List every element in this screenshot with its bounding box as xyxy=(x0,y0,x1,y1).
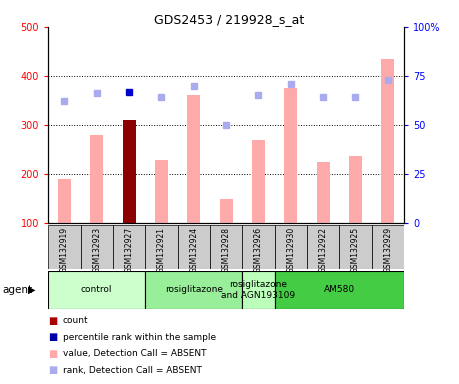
Text: ■: ■ xyxy=(48,332,57,342)
Bar xyxy=(155,160,168,223)
Bar xyxy=(90,135,103,223)
Bar xyxy=(372,225,404,269)
Text: rosiglitazone: rosiglitazone xyxy=(165,285,223,295)
Bar xyxy=(123,120,135,223)
Text: rosiglitazone
and AGN193109: rosiglitazone and AGN193109 xyxy=(221,280,296,300)
Text: ▶: ▶ xyxy=(28,285,36,295)
Bar xyxy=(284,88,297,223)
Text: GSM132923: GSM132923 xyxy=(92,227,101,273)
Text: GSM132924: GSM132924 xyxy=(189,227,198,273)
Bar xyxy=(274,225,307,269)
Text: AM580: AM580 xyxy=(324,285,355,295)
Bar xyxy=(219,199,233,223)
Bar xyxy=(113,225,145,269)
Bar xyxy=(58,179,71,223)
Bar xyxy=(307,225,339,269)
Text: rank, Detection Call = ABSENT: rank, Detection Call = ABSENT xyxy=(63,366,202,375)
Text: GSM132930: GSM132930 xyxy=(286,227,295,273)
Text: value, Detection Call = ABSENT: value, Detection Call = ABSENT xyxy=(63,349,207,358)
Text: agent: agent xyxy=(2,285,33,295)
Bar xyxy=(145,271,242,309)
Bar xyxy=(48,271,145,309)
Bar xyxy=(210,225,242,269)
Bar xyxy=(242,225,274,269)
Text: percentile rank within the sample: percentile rank within the sample xyxy=(63,333,216,342)
Text: GSM132925: GSM132925 xyxy=(351,227,360,273)
Text: GSM132929: GSM132929 xyxy=(383,227,392,273)
Text: GSM132919: GSM132919 xyxy=(60,227,69,273)
Text: GSM132921: GSM132921 xyxy=(157,227,166,273)
Bar xyxy=(242,271,274,309)
Bar xyxy=(349,156,362,223)
Bar xyxy=(381,59,394,223)
Bar xyxy=(317,162,330,223)
Text: ■: ■ xyxy=(48,316,57,326)
Bar xyxy=(274,271,404,309)
Text: GSM132926: GSM132926 xyxy=(254,227,263,273)
Bar xyxy=(145,225,178,269)
Bar xyxy=(187,95,200,223)
Text: GSM132922: GSM132922 xyxy=(319,227,328,273)
Text: ■: ■ xyxy=(48,365,57,375)
Text: ■: ■ xyxy=(48,349,57,359)
Bar xyxy=(80,225,113,269)
Text: GSM132927: GSM132927 xyxy=(124,227,134,273)
Bar xyxy=(339,225,372,269)
Text: control: control xyxy=(81,285,112,295)
Text: GSM132928: GSM132928 xyxy=(222,227,230,273)
Text: GDS2453 / 219928_s_at: GDS2453 / 219928_s_at xyxy=(154,13,305,26)
Bar xyxy=(252,141,265,223)
Bar xyxy=(48,225,80,269)
Text: count: count xyxy=(63,316,89,325)
Bar xyxy=(178,225,210,269)
